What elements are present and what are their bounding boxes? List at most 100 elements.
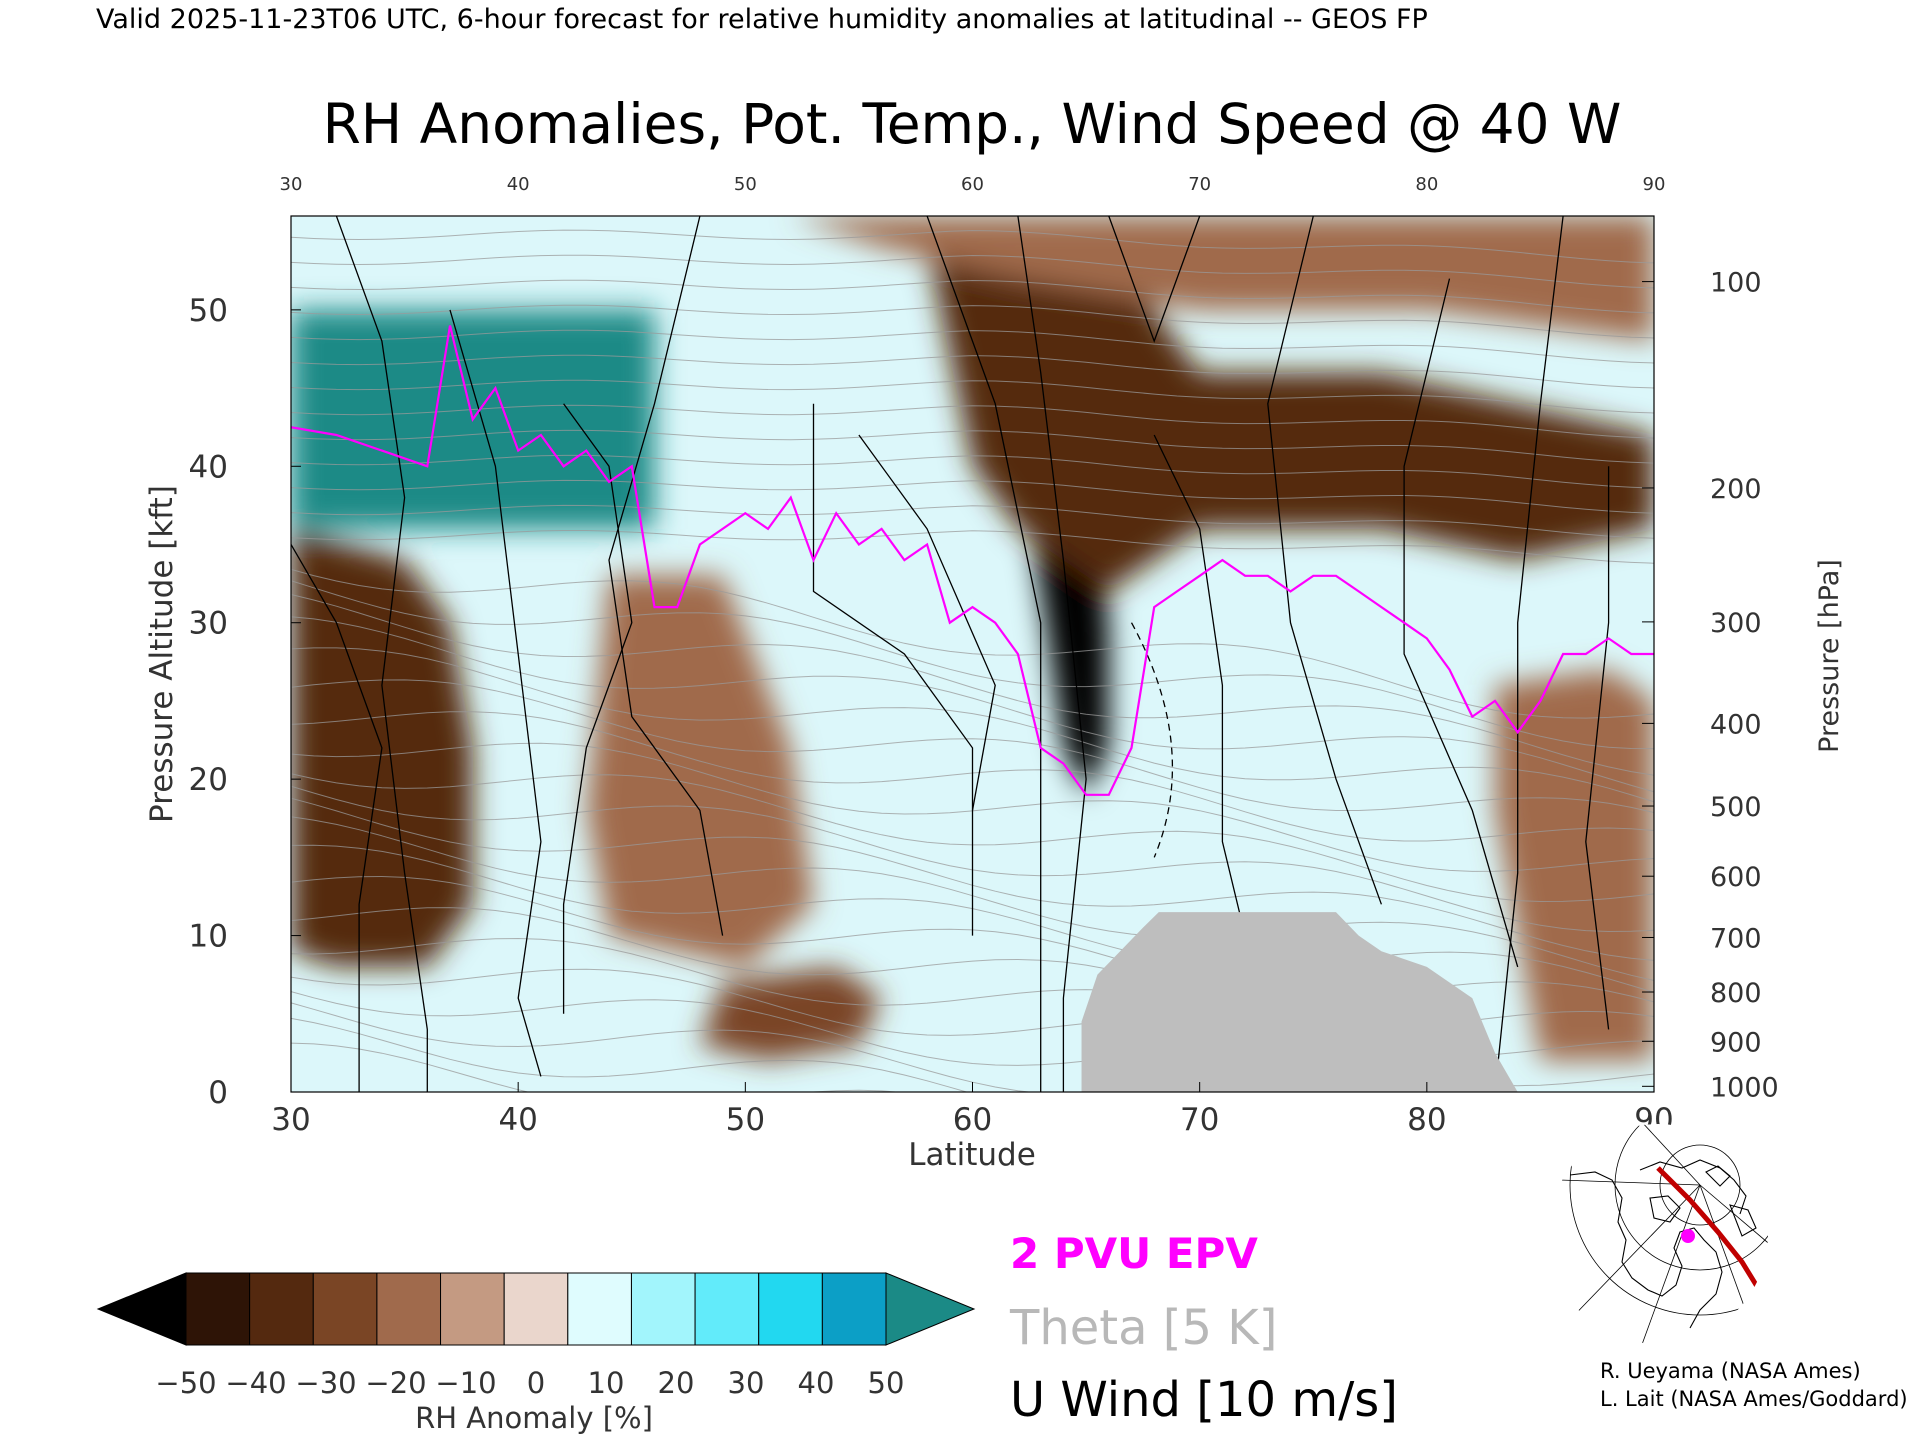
theta-contour bbox=[291, 254, 1654, 289]
y-tick-label: 0 bbox=[208, 1075, 228, 1111]
y-axis-left-label: Pressure Altitude [kft] bbox=[144, 485, 180, 823]
y-tick-label: 50 bbox=[189, 293, 228, 329]
u-wind-contour bbox=[562, 403, 633, 1014]
colorbar-segment bbox=[249, 1272, 314, 1346]
y-tick-label: 20 bbox=[189, 762, 228, 798]
colorbar-tick-label: −20 bbox=[365, 1366, 426, 1400]
colorbar-segment bbox=[440, 1272, 505, 1346]
colorbar-high-arrow bbox=[885, 1272, 976, 1346]
x-tick-label: 70 bbox=[1180, 1102, 1219, 1138]
theta-contour bbox=[291, 479, 1654, 514]
x-top-tick-label: 30 bbox=[280, 174, 303, 195]
map-coastlines bbox=[1569, 1159, 1757, 1329]
u-wind-contour bbox=[926, 216, 1042, 1092]
u-wind-contours bbox=[291, 216, 1610, 1092]
pressure-tick-label: 700 bbox=[1710, 923, 1762, 954]
u-wind-contour bbox=[1153, 434, 1246, 936]
theta-contour bbox=[291, 530, 1654, 564]
pressure-tick-label: 1000 bbox=[1710, 1072, 1779, 1103]
colorbar-segment bbox=[312, 1272, 378, 1346]
colorbar-segment bbox=[567, 1272, 632, 1346]
rh-field-blur bbox=[291, 216, 1654, 1061]
plot-area: 30 40 50 60 70 80 90 30 40 50 60 70 80 90 0 10 20 30 40 5… bbox=[189, 174, 1779, 1138]
terrain-mask bbox=[1081, 912, 1518, 1092]
pressure-tick-label: 800 bbox=[1710, 978, 1762, 1009]
u-wind-contour bbox=[1017, 216, 1087, 1092]
theta-contour bbox=[291, 647, 1654, 803]
y-tick-label: 40 bbox=[189, 449, 228, 485]
theta-contour bbox=[291, 304, 1654, 339]
theta-contour bbox=[291, 429, 1654, 464]
theta-contour bbox=[291, 329, 1654, 364]
legend-theta: Theta [5 K] bbox=[1009, 1300, 1278, 1356]
pressure-tick-label: 300 bbox=[1710, 608, 1762, 639]
theta-contour bbox=[291, 279, 1654, 314]
y-axis-right-label: Pressure [hPa] bbox=[1814, 559, 1845, 753]
x-top-tick-label: 70 bbox=[1188, 174, 1211, 195]
u-wind-contour bbox=[858, 434, 996, 811]
colorbar-tick-label: −10 bbox=[435, 1366, 496, 1400]
colorbar bbox=[96, 1272, 976, 1346]
x-tick-label: 40 bbox=[498, 1102, 537, 1138]
colorbar-tick-label: 50 bbox=[868, 1366, 905, 1400]
theta-contour bbox=[291, 616, 1654, 793]
x-top-tick-label: 80 bbox=[1415, 174, 1438, 195]
theta-contour bbox=[291, 679, 1654, 813]
credit-line-1: R. Ueyama (NASA Ames) bbox=[1600, 1359, 1861, 1383]
colorbar-tick-label: 0 bbox=[527, 1366, 545, 1400]
chart-title: RH Anomalies, Pot. Temp., Wind Speed @ 4… bbox=[323, 92, 1622, 156]
colorbar-label: RH Anomaly [%] bbox=[415, 1401, 653, 1435]
rh-anomaly-region bbox=[586, 575, 814, 967]
colorbar-tick-label: 20 bbox=[658, 1366, 695, 1400]
rh-anomaly-region bbox=[790, 216, 1654, 342]
rh-anomaly-region bbox=[699, 966, 882, 1061]
pressure-tick-label: 600 bbox=[1710, 862, 1762, 893]
colorbar-low-arrow bbox=[96, 1272, 187, 1346]
pressure-tick-label: 500 bbox=[1710, 792, 1762, 823]
x-top-tick-label: 60 bbox=[961, 174, 984, 195]
theta-contour bbox=[291, 454, 1654, 489]
theta-contour bbox=[291, 580, 1654, 750]
x-axis-label: Latitude bbox=[908, 1137, 1036, 1173]
x-tick-label: 60 bbox=[953, 1102, 992, 1138]
u-wind-contour bbox=[335, 216, 428, 1092]
x-tick-label: 30 bbox=[271, 1102, 310, 1138]
colorbar-segment bbox=[821, 1272, 887, 1346]
y-axis-left: 0 10 20 30 40 50 bbox=[189, 293, 301, 1111]
u-wind-contour bbox=[1267, 216, 1383, 905]
colorbar-tick-label: 30 bbox=[728, 1366, 765, 1400]
colorbar-segment bbox=[376, 1272, 442, 1346]
u-wind-contour bbox=[1494, 216, 1564, 1092]
epv-2pvu-line bbox=[291, 325, 1654, 796]
colorbar-tick-label: 10 bbox=[588, 1366, 625, 1400]
pressure-tick-label: 400 bbox=[1710, 709, 1762, 740]
theta-contour bbox=[291, 379, 1654, 414]
pressure-tick-label: 100 bbox=[1710, 268, 1762, 299]
theta-contour bbox=[291, 1017, 969, 1092]
legend-epv: 2 PVU EPV bbox=[1010, 1229, 1258, 1278]
colorbar-segment bbox=[185, 1272, 251, 1346]
valid-time-header: Valid 2025-11-23T06 UTC, 6-hour forecast… bbox=[96, 4, 1428, 35]
colorbar-segment bbox=[630, 1272, 696, 1346]
legend: 2 PVU EPV Theta [5 K] U Wind [10 m/s] bbox=[1009, 1229, 1398, 1428]
y-tick-label: 10 bbox=[189, 919, 228, 955]
cross-section-track bbox=[1656, 1166, 1761, 1290]
inset-map bbox=[1548, 1124, 1768, 1344]
x-tick-label: 80 bbox=[1407, 1102, 1446, 1138]
y-tick-label: 30 bbox=[189, 606, 228, 642]
map-location-marker bbox=[1681, 1229, 1695, 1243]
u-wind-contour bbox=[1108, 216, 1201, 344]
theta-contour bbox=[291, 229, 1654, 264]
colorbar-tick-labels: −50 −40 −30 −20 −10 0 10 20 30 40 50 bbox=[155, 1366, 904, 1400]
theta-contour bbox=[291, 568, 1654, 719]
u-wind-contour bbox=[291, 544, 383, 1092]
colorbar-segment bbox=[503, 1272, 569, 1346]
colorbar-tick-label: −30 bbox=[295, 1366, 356, 1400]
u-wind-contour bbox=[1585, 466, 1610, 1030]
colorbar-tick-label: 40 bbox=[798, 1366, 835, 1400]
x-top-tick-label: 50 bbox=[734, 174, 757, 195]
u-wind-contour bbox=[812, 403, 974, 936]
credit-line-2: L. Lait (NASA Ames/Goddard) bbox=[1600, 1387, 1908, 1411]
x-top-tick-label: 90 bbox=[1643, 174, 1666, 195]
theta-contour bbox=[291, 404, 1654, 439]
